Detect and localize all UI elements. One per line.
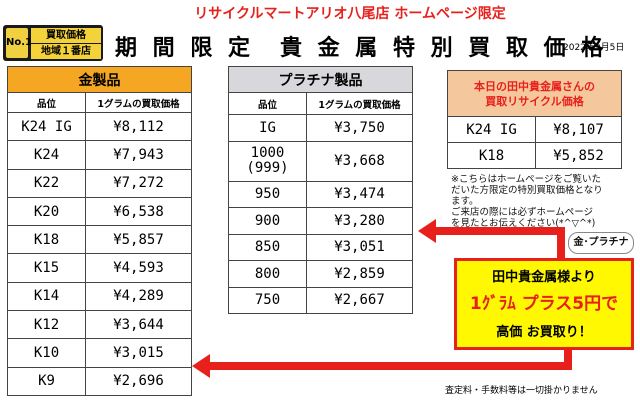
footer-note: 査定料・手数料等は一切掛かりません xyxy=(445,386,598,396)
reference-title-line-1: 本日の田中貴金属さんの xyxy=(474,79,595,93)
reference-table-title: 本日の田中貴金属さんの 買取リサイクル価格 xyxy=(447,70,622,117)
grade-cell: 900 xyxy=(228,207,307,235)
page-title: 期 間 限 定貴 金 属 特 別 買 取 価 格 xyxy=(115,30,607,62)
table-row: IG ¥3,750 xyxy=(228,114,413,142)
price-cell: ¥7,943 xyxy=(85,140,192,170)
price-cell: ¥2,696 xyxy=(85,366,192,396)
table-row: 850 ¥3,051 xyxy=(228,233,413,261)
tanaka-reference-table: 本日の田中貴金属さんの 買取リサイクル価格 K24 IG ¥8,107 K18 ¥5,… xyxy=(447,70,622,169)
price-cell: ¥6,538 xyxy=(85,196,192,227)
grade-cell: K24 IG xyxy=(447,116,536,143)
promo-box: 田中貴金属様より 1ｸﾞﾗﾑ プラス5円で 高価 お買取り！ xyxy=(454,258,634,350)
table-row: 800 ¥2,859 xyxy=(228,260,413,288)
table-row: K24 IG ¥8,107 xyxy=(447,116,622,143)
grade-cell: K10 xyxy=(7,338,86,368)
price-cell: ¥3,644 xyxy=(85,310,192,340)
notice-line: ご来店の際には必ずホームページ xyxy=(451,207,594,218)
price-cell: ¥3,051 xyxy=(306,233,413,261)
platinum-col-grade: 品位 xyxy=(228,92,307,115)
price-cell: ¥2,859 xyxy=(306,260,413,288)
price-cell: ¥4,593 xyxy=(85,253,192,283)
grade-cell: 1000 (999) xyxy=(228,140,307,182)
table-row: K9 ¥2,696 xyxy=(7,366,192,396)
table-row: K10 ¥3,015 xyxy=(7,338,192,368)
table-row: K12 ¥3,644 xyxy=(7,310,192,340)
grade-cell: K18 xyxy=(447,142,536,169)
grade-cell: K24 IG xyxy=(7,111,86,142)
grade-cell: K15 xyxy=(7,253,86,283)
price-cell: ¥3,474 xyxy=(306,180,413,208)
table-row: 1000 (999) ¥3,668 xyxy=(228,140,413,182)
table-row: K15 ¥4,593 xyxy=(7,253,192,283)
price-cell: ¥8,107 xyxy=(535,116,622,143)
title-right: 貴 金 属 特 別 買 取 価 格 xyxy=(279,36,608,61)
grade-cell: 950 xyxy=(228,180,307,208)
grade-sub: (999) xyxy=(246,160,289,176)
grade-cell: 800 xyxy=(228,260,307,288)
grade-cell: 750 xyxy=(228,286,307,314)
platinum-table-title: プラチナ製品 xyxy=(228,66,413,93)
price-cell: ¥7,272 xyxy=(85,168,192,198)
price-cell: ¥5,857 xyxy=(85,225,192,255)
notice-line: ※こちらはホームページをご覧いた xyxy=(451,174,601,185)
no1-badge: No.1 買取価格 地域１番店 xyxy=(3,25,103,61)
gold-col-grade: 品位 xyxy=(7,92,86,113)
table-row: K24 IG ¥8,112 xyxy=(7,111,192,142)
price-cell: ¥3,668 xyxy=(306,140,413,182)
no1-mark: No.1 xyxy=(6,28,32,58)
grade-cell: K9 xyxy=(7,366,86,396)
table-row: K14 ¥4,289 xyxy=(7,281,192,312)
table-row: 900 ¥3,280 xyxy=(228,207,413,235)
price-cell: ¥4,289 xyxy=(85,281,192,312)
notice-line: だいた方限定の特別買取価格となり xyxy=(451,185,603,196)
promo-line-1: 田中貴金属様より xyxy=(492,270,596,285)
gold-col-price: 1グラムの買取価格 xyxy=(85,92,192,113)
table-row: K18 ¥5,857 xyxy=(7,225,192,255)
grade-cell: IG xyxy=(228,114,307,142)
table-row: K22 ¥7,272 xyxy=(7,168,192,198)
grade-cell: K20 xyxy=(7,196,86,227)
date-label: 2022年9月5日 xyxy=(563,43,625,53)
gold-table-title: 金製品 xyxy=(7,66,192,93)
table-row: K18 ¥5,852 xyxy=(447,142,622,169)
grade-cell: 850 xyxy=(228,233,307,261)
title-left: 期 間 限 定 xyxy=(115,36,254,61)
grade-cell: K12 xyxy=(7,310,86,340)
platinum-price-table: プラチナ製品 品位 1グラムの買取価格 IG ¥3,750 1000 (999) ¥3… xyxy=(228,66,413,314)
table-row: K24 ¥7,943 xyxy=(7,140,192,170)
table-row: 750 ¥2,667 xyxy=(228,286,413,314)
grade-cell: K18 xyxy=(7,225,86,255)
promo-line-2: 1ｸﾞﾗﾑ プラス5円で xyxy=(469,294,619,314)
grade-cell: K14 xyxy=(7,281,86,312)
price-cell: ¥3,280 xyxy=(306,207,413,235)
reference-title-line-2: 買取リサイクル価格 xyxy=(485,94,584,108)
price-cell: ¥2,667 xyxy=(306,286,413,314)
notice-line: を見たとお伝えください(*^▽^*) xyxy=(451,218,596,229)
grade-main: 1000 xyxy=(250,145,285,161)
price-cell: ¥5,852 xyxy=(535,142,622,169)
grade-cell: K24 xyxy=(7,140,86,170)
table-row: K20 ¥6,538 xyxy=(7,196,192,227)
promo-line-3: 高価 お買取り！ xyxy=(496,325,592,340)
notice-line: ます。 xyxy=(451,196,479,207)
price-cell: ¥3,015 xyxy=(85,338,192,368)
price-cell: ¥8,112 xyxy=(85,111,192,142)
price-cell: ¥3,750 xyxy=(306,114,413,142)
gold-price-table: 金製品 品位 1グラムの買取価格 K24 IG ¥8,112 K24 ¥7,943 … xyxy=(7,66,192,396)
table-row: 950 ¥3,474 xyxy=(228,180,413,208)
notice-text: ※こちらはホームページをご覧いた だいた方限定の特別買取価格となり ます。 ご来… xyxy=(451,174,631,229)
grade-cell: K22 xyxy=(7,168,86,198)
badge-line-1: 買取価格 xyxy=(31,28,101,43)
platinum-col-price: 1グラムの買取価格 xyxy=(306,92,413,115)
badge-line-2: 地域１番店 xyxy=(31,44,101,59)
metal-tag: 金･プラチナ xyxy=(568,232,634,254)
promo-header: リサイクルマートアリオ八尾店 ホームページ限定 xyxy=(194,6,506,22)
